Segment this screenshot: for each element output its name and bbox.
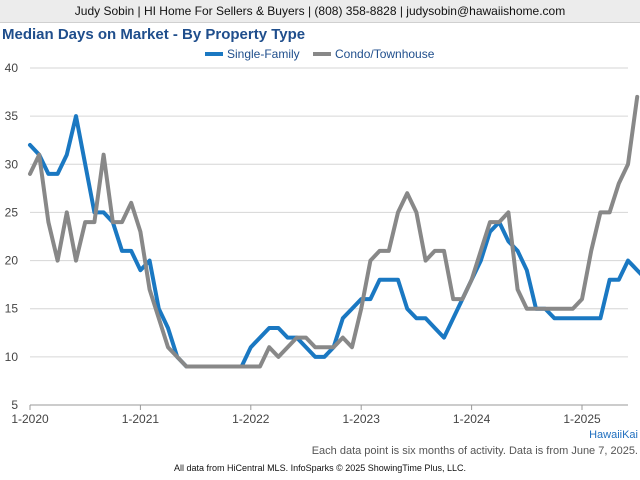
y-tick-label: 30	[5, 157, 19, 171]
y-tick-label: 40	[5, 61, 19, 75]
y-tick-label: 10	[5, 350, 19, 364]
footer-credit: All data from HiCentral MLS. InfoSparks …	[174, 463, 466, 473]
x-tick-label: 1-2022	[232, 412, 270, 426]
series-line-condo-townhouse	[28, 94, 640, 369]
x-tick-label: 1-2020	[11, 412, 49, 426]
header-contact-bar: Judy Sobin | HI Home For Sellers & Buyer…	[0, 0, 640, 23]
x-tick-label: 1-2021	[122, 412, 160, 426]
chart-title: Median Days on Market - By Property Type	[2, 26, 306, 43]
y-tick-label: 5	[11, 398, 18, 412]
y-tick-label: 25	[5, 205, 19, 219]
header-contact-text: Judy Sobin | HI Home For Sellers & Buyer…	[74, 4, 566, 18]
legend-label-single-family: Single-Family	[227, 47, 300, 61]
y-tick-label: 15	[5, 302, 19, 316]
y-tick-label: 35	[5, 109, 19, 123]
x-tick-label: 1-2025	[563, 412, 601, 426]
series-line-single-family	[28, 114, 640, 369]
area-label[interactable]: HawaiiKai	[589, 429, 638, 441]
y-tick-label: 20	[5, 254, 19, 268]
x-tick-label: 1-2023	[343, 412, 381, 426]
x-tick-label: 1-2024	[453, 412, 491, 426]
data-note: Each data point is six months of activit…	[311, 445, 638, 457]
legend-label-condo-townhouse: Condo/Townhouse	[335, 47, 435, 61]
